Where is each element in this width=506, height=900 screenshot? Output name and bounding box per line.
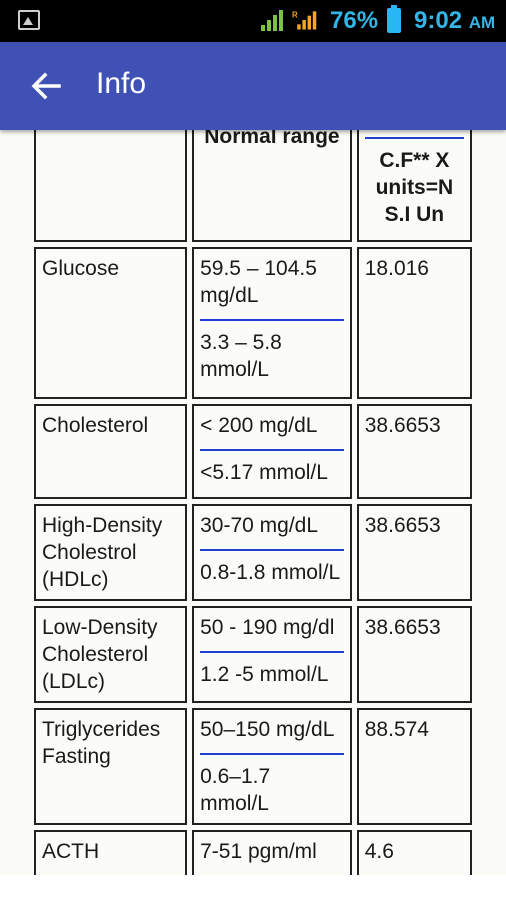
battery-icon <box>387 5 401 33</box>
range-conventional: 30-70 mg/dL <box>200 514 319 537</box>
roaming-signal-icon: R <box>292 10 317 30</box>
battery-percent: 76% <box>330 7 379 34</box>
header-factor-line4: S.I Un <box>384 203 445 226</box>
table-header-row: suggested Normal range facto C.F** X uni… <box>34 130 472 242</box>
table-row: Triglycerides Fasting 50–150 mg/dL 0.6–1… <box>34 708 472 825</box>
arrow-left-icon[interactable] <box>26 66 66 106</box>
range-cell: 50 - 190 mg/dl 1.2 -5 mmol/L <box>192 606 352 703</box>
signal-icon <box>261 10 283 31</box>
range-divider <box>200 549 344 551</box>
range-conventional: 7-51 pgm/ml <box>200 840 317 863</box>
page-title: Info <box>96 67 147 100</box>
range-cell: < 200 mg/dL <5.17 mmol/L <box>192 404 352 499</box>
range-si: 0.6–1.7 mmol/L <box>200 765 271 815</box>
header-cell-name <box>34 130 188 242</box>
range-conventional: 59.5 – 104.5 mg/dL <box>200 257 317 307</box>
range-cell: 59.5 – 104.5 mg/dL 3.3 – 5.8 mmol/L <box>192 247 352 399</box>
conversion-factor: 18.016 <box>356 247 472 399</box>
content-area[interactable]: suggested Normal range facto C.F** X uni… <box>0 130 506 875</box>
conversion-factor: 38.6653 <box>356 504 472 601</box>
range-si: 0.8-1.8 mmol/L <box>200 561 341 584</box>
header-factor-line2: C.F** X <box>379 149 450 172</box>
app-bar: Info <box>0 42 506 130</box>
range-divider <box>200 651 344 653</box>
test-name: Low-Density Cholesterol (LDLc) <box>34 606 188 703</box>
range-divider <box>200 319 344 321</box>
header-range-line2: Normal range <box>204 130 340 148</box>
range-conventional: < 200 mg/dL <box>200 414 318 437</box>
range-cell: 7-51 pgm/ml <box>192 830 352 875</box>
status-bar: R 76% 9:02 AM <box>0 0 506 42</box>
table-row: Low-Density Cholesterol (LDLc) 50 - 190 … <box>34 606 472 703</box>
table-row: Glucose 59.5 – 104.5 mg/dL 3.3 – 5.8 mmo… <box>34 247 472 399</box>
test-name: Glucose <box>34 247 188 399</box>
roaming-badge: R <box>292 10 298 19</box>
conversion-factor: 4.6 <box>356 830 472 875</box>
header-cell-factor: facto C.F** X units=N S.I Un <box>356 130 472 242</box>
bottom-edge <box>0 875 506 900</box>
range-cell: 30-70 mg/dL 0.8-1.8 mmol/L <box>192 504 352 601</box>
table-row: Cholesterol < 200 mg/dL <5.17 mmol/L 38.… <box>34 404 472 499</box>
clock: 9:02 AM <box>414 7 495 35</box>
range-conventional: 50 - 190 mg/dl <box>200 616 335 639</box>
lab-values-table: suggested Normal range facto C.F** X uni… <box>34 130 477 875</box>
table-row: High-Density Cholestrol (HDLc) 30-70 mg/… <box>34 504 472 601</box>
conversion-factor: 38.6653 <box>356 404 472 499</box>
range-divider <box>200 449 344 451</box>
table-row: ACTH 7-51 pgm/ml 4.6 <box>34 830 472 875</box>
clock-ampm: AM <box>468 13 496 32</box>
header-cell-range: suggested Normal range <box>192 130 352 242</box>
range-si: 3.3 – 5.8 mmol/L <box>200 331 282 381</box>
range-conventional: 50–150 mg/dL <box>200 718 335 741</box>
conversion-factor: 38.6653 <box>356 606 472 703</box>
test-name: ACTH <box>34 830 188 875</box>
header-factor-line3: units=N <box>375 176 454 199</box>
gallery-icon <box>18 10 40 30</box>
test-name: High-Density Cholestrol (HDLc) <box>34 504 188 601</box>
range-si: <5.17 mmol/L <box>200 461 328 484</box>
range-si: 1.2 -5 mmol/L <box>200 663 329 686</box>
clock-time: 9:02 <box>414 7 463 34</box>
test-name: Triglycerides Fasting <box>34 708 188 825</box>
range-cell: 50–150 mg/dL 0.6–1.7 mmol/L <box>192 708 352 825</box>
test-name: Cholesterol <box>34 404 188 499</box>
header-divider <box>364 137 464 139</box>
conversion-factor: 88.574 <box>356 708 472 825</box>
range-divider <box>200 753 344 755</box>
reference-table[interactable]: suggested Normal range facto C.F** X uni… <box>34 130 482 875</box>
